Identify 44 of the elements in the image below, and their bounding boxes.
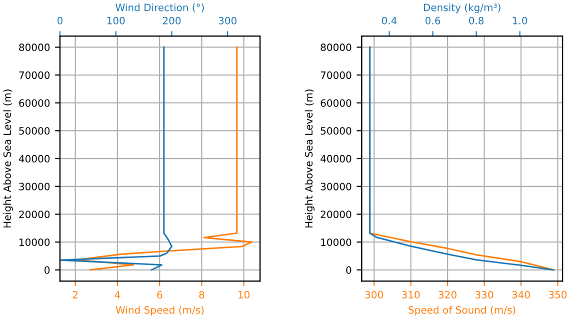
- x-tick-label: 320: [438, 290, 456, 298]
- x-tick-label: 300: [365, 290, 383, 298]
- x-tick-label: 340: [512, 290, 530, 298]
- y-tick-label: 40000: [320, 154, 352, 162]
- x2-axis-title: Wind Direction (°): [116, 3, 204, 12]
- y-tick-label: 30000: [19, 182, 50, 190]
- x-tick-label: 310: [402, 290, 420, 298]
- x2-tick-label: 300: [218, 16, 236, 24]
- x-tick-label: 6: [157, 290, 162, 298]
- x-tick-label: 4: [114, 291, 120, 298]
- y-tick-label: 30000: [320, 182, 352, 190]
- y-tick-label: 70000: [19, 71, 50, 79]
- y-tick-label: 40000: [18, 154, 50, 162]
- x-axis-title: Speed of Sound (m/s): [408, 306, 516, 316]
- x-tick-label: 350: [548, 290, 567, 298]
- y-axis-title: Height Above Sea Level (m): [3, 90, 13, 228]
- y-tick-label: 20000: [320, 210, 352, 218]
- x-tick-label: 8: [199, 290, 204, 298]
- y-tick-label: 10000: [20, 238, 50, 246]
- x2-tick-label: 0.8: [469, 16, 484, 24]
- x2-tick-label: 0: [57, 16, 62, 24]
- x-tick-label: 2: [72, 290, 78, 298]
- y-tick-label: 50000: [19, 127, 50, 135]
- line-series: [76, 46, 253, 271]
- y-tick-label: 60000: [320, 99, 352, 107]
- x2-tick-label: 0.6: [426, 16, 440, 24]
- y-tick-label: 80000: [19, 44, 50, 52]
- x2-tick-label: 200: [162, 16, 181, 24]
- x2-axis-title: Density (kg/m³): [424, 3, 500, 14]
- x-tick-label: 330: [476, 290, 494, 298]
- y-tick-label: 60000: [19, 99, 50, 107]
- x2-tick-label: 100: [107, 16, 125, 24]
- y-tick-label: 0: [44, 266, 50, 274]
- x-tick-label: 10: [238, 290, 250, 298]
- y-tick-label: 70000: [320, 71, 352, 79]
- x-axis-title: Wind Speed (m/s): [116, 306, 204, 316]
- y-tick-label: 10000: [321, 238, 352, 246]
- y-tick-label: 50000: [320, 127, 352, 135]
- y-tick-label: 20000: [19, 210, 50, 218]
- y-tick-label: 0: [346, 266, 352, 274]
- y-tick-label: 80000: [320, 44, 352, 52]
- y-axis-title: Height Above Sea Level (m): [304, 90, 315, 228]
- x2-tick-label: 1.0: [513, 16, 528, 24]
- x2-tick-label: 0.4: [382, 16, 397, 24]
